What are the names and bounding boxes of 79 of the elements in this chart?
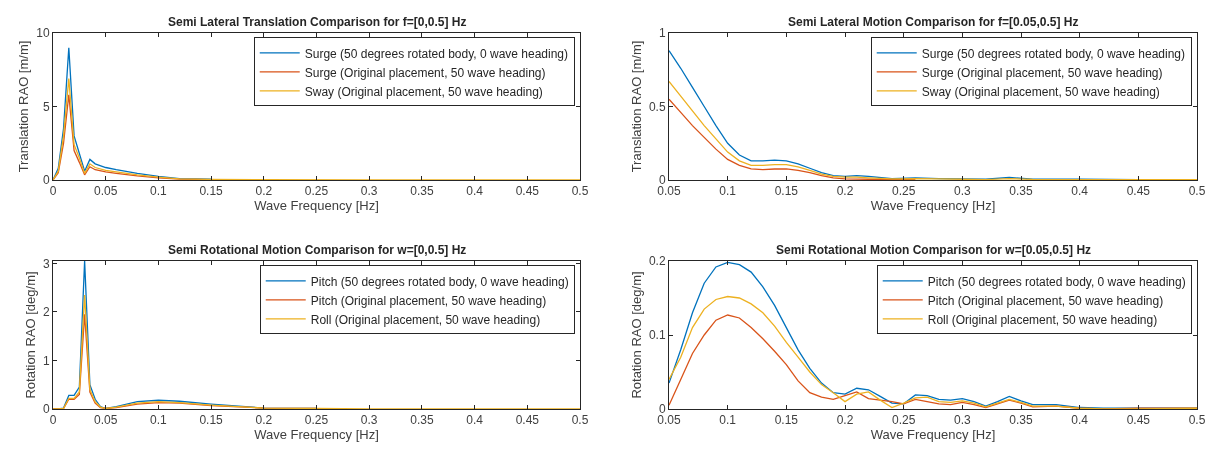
y-tick-label: 0.5 [648, 99, 666, 114]
x-tick-label: 0.15 [774, 413, 799, 428]
x-tick-label: 0.1 [719, 184, 737, 199]
legend-label: Pitch (Original placement, 50 wave heading) [927, 293, 1164, 308]
x-tick-label: 0.5 [1188, 413, 1206, 428]
y-axis-title: Rotation RAO [deg/m] [628, 271, 644, 399]
x-tick-label: 0.3 [360, 184, 378, 199]
x-axis-title: Wave Frequency [Hz] [870, 427, 996, 443]
legend-label: Sway (Original placement, 50 wave heading) [921, 84, 1160, 99]
legend-label: Roll (Original placement, 50 wave heading) [927, 312, 1158, 327]
line-series [669, 98, 917, 180]
x-tick-label: 0.2 [836, 184, 854, 199]
y-tick-label: 3 [42, 256, 50, 271]
x-tick-label: 0.3 [953, 184, 971, 199]
x-tick-label: 0.25 [304, 184, 329, 199]
legend-label: Surge (Original placement, 50 wave heading) [304, 65, 546, 80]
legend-label: Pitch (Original placement, 50 wave heading) [310, 293, 547, 308]
x-tick-label: 0.25 [891, 413, 916, 428]
x-tick-label: 0.45 [1126, 184, 1151, 199]
x-tick-label: 0.5 [571, 184, 589, 199]
x-axis-title: Wave Frequency [Hz] [870, 198, 996, 214]
x-tick-label: 0.45 [1126, 413, 1151, 428]
x-tick-label: 0.25 [304, 413, 329, 428]
x-tick-label: 0.3 [953, 413, 971, 428]
x-tick-label: 0.45 [515, 184, 540, 199]
y-tick-label: 10 [36, 26, 50, 41]
x-tick-label: 0.4 [1071, 413, 1089, 428]
legend-label: Pitch (50 degrees rotated body, 0 wave heading) [310, 274, 569, 289]
x-tick-label: 0.45 [515, 413, 540, 428]
y-tick-label: 0.1 [648, 328, 666, 343]
y-tick-label: 0.2 [648, 254, 666, 269]
y-tick-label: 0 [42, 402, 50, 417]
line-series [669, 295, 1197, 409]
x-tick-label: 0.5 [1188, 184, 1206, 199]
line-series [53, 294, 580, 409]
legend-label: Surge (50 degrees rotated body, 0 wave heading) [921, 46, 1186, 61]
x-axis-title: Wave Frequency [Hz] [254, 198, 379, 214]
x-tick-label: 0.15 [774, 184, 799, 199]
y-axis-title: Rotation RAO [deg/m] [22, 271, 38, 399]
x-tick-label: 0.3 [360, 413, 378, 428]
chart-title: Semi Rotational Motion Comparison for w=[0,0.5] Hz [168, 243, 467, 257]
y-tick-label: 1 [42, 353, 50, 368]
y-axis-title: Translation RAO [m/m] [16, 40, 32, 173]
x-tick-label: 0.15 [199, 184, 224, 199]
legend-label: Surge (50 degrees rotated body, 0 wave heading) [304, 46, 569, 61]
x-tick-label: 0.05 [94, 413, 118, 428]
x-tick-label: 0.15 [199, 413, 224, 428]
y-tick-label: 2 [42, 305, 50, 320]
y-axis-title: Translation RAO [m/m] [628, 40, 644, 173]
x-axis-title: Wave Frequency [Hz] [254, 427, 379, 443]
x-tick-label: 0.1 [719, 413, 737, 428]
y-tick-label: 0 [42, 173, 50, 188]
legend-label: Sway (Original placement, 50 wave heading) [304, 84, 543, 99]
legend-label: Surge (Original placement, 50 wave heading) [921, 65, 1163, 80]
x-tick-label: 0.1 [150, 184, 168, 199]
x-tick-label: 0.4 [1071, 184, 1089, 199]
chart-title: Semi Lateral Motion Comparison for f=[0.05,0.5] Hz [788, 15, 1079, 29]
y-tick-label: 5 [42, 99, 50, 114]
legend-label: Pitch (50 degrees rotated body, 0 wave heading) [927, 274, 1186, 289]
x-tick-label: 0.35 [410, 413, 434, 428]
y-tick-label: 1 [658, 26, 666, 41]
x-tick-label: 0.4 [466, 184, 484, 199]
x-tick-label: 0.25 [891, 184, 916, 199]
line-series [669, 80, 1197, 180]
x-tick-label: 0.2 [255, 184, 273, 199]
x-tick-label: 0.05 [657, 413, 681, 428]
x-tick-label: 0.1 [150, 413, 168, 428]
chart-title: Semi Lateral Translation Comparison for f=[0,0.5] Hz [168, 15, 467, 29]
x-tick-label: 0.35 [410, 184, 434, 199]
x-tick-label: 0.2 [255, 413, 273, 428]
x-tick-label: 0.5 [571, 413, 589, 428]
x-tick-label: 0.05 [657, 184, 681, 199]
chart-title: Semi Rotational Motion Comparison for w=[0.05,0.5] Hz [776, 243, 1092, 257]
x-tick-label: 0.4 [466, 413, 484, 428]
x-tick-label: 0.2 [836, 413, 854, 428]
legend-label: Roll (Original placement, 50 wave heading) [310, 312, 541, 327]
x-tick-label: 0.35 [1009, 184, 1033, 199]
x-tick-label: 0.35 [1009, 413, 1033, 428]
x-tick-label: 0.05 [94, 184, 118, 199]
